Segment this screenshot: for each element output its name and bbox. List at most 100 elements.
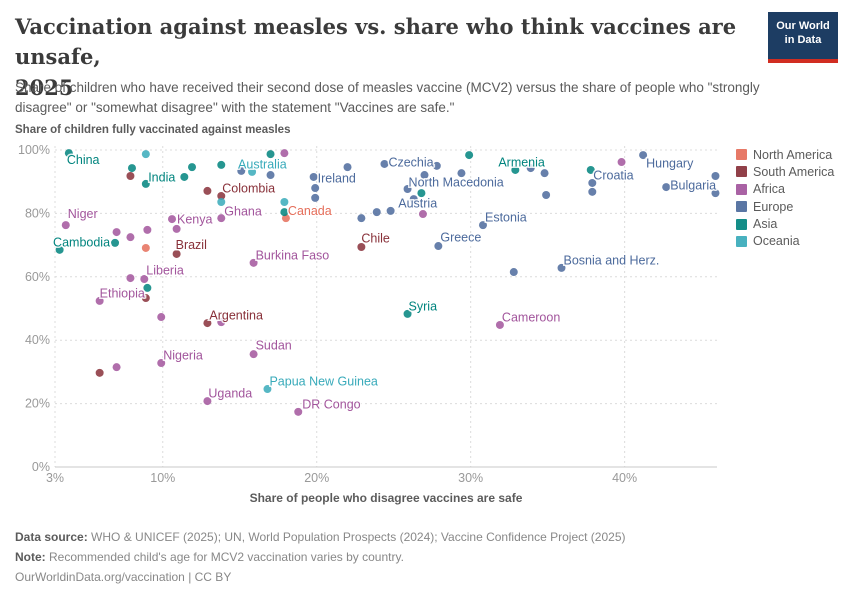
data-point[interactable] bbox=[143, 283, 152, 292]
country-label[interactable]: Kenya bbox=[176, 211, 214, 228]
country-label[interactable]: Hungary bbox=[645, 155, 696, 172]
country-label[interactable]: Ethiopia bbox=[98, 285, 146, 302]
data-point-cambodia[interactable] bbox=[111, 238, 120, 247]
data-point-liberia[interactable] bbox=[140, 275, 149, 284]
country-label[interactable]: Burkina Faso bbox=[254, 247, 331, 264]
country-label[interactable]: Syria bbox=[407, 298, 439, 315]
country-label[interactable]: Bosnia and Herz. bbox=[562, 252, 661, 269]
data-point-kenya[interactable] bbox=[168, 215, 177, 224]
data-point[interactable] bbox=[432, 161, 441, 170]
data-point[interactable] bbox=[266, 171, 275, 180]
data-point[interactable] bbox=[586, 165, 595, 174]
data-point[interactable] bbox=[311, 184, 320, 193]
data-point[interactable] bbox=[112, 228, 121, 237]
data-point-greece[interactable] bbox=[434, 242, 443, 251]
data-point[interactable] bbox=[526, 164, 535, 173]
data-point-chile[interactable] bbox=[357, 243, 366, 252]
data-point[interactable] bbox=[141, 243, 150, 252]
country-label[interactable]: Chile bbox=[360, 230, 392, 247]
data-point[interactable] bbox=[509, 268, 518, 277]
data-point[interactable] bbox=[711, 171, 720, 180]
data-point[interactable] bbox=[386, 206, 395, 215]
data-point-brazil[interactable] bbox=[172, 249, 181, 258]
country-label[interactable]: Liberia bbox=[145, 262, 186, 279]
data-point[interactable] bbox=[203, 186, 212, 195]
country-label[interactable]: Greece bbox=[439, 229, 483, 246]
country-label[interactable]: Estonia bbox=[483, 209, 528, 226]
data-point[interactable] bbox=[112, 363, 121, 372]
legend-item-north-america[interactable]: North America bbox=[736, 146, 834, 163]
country-label[interactable]: Australia bbox=[237, 156, 289, 173]
data-point-argentina[interactable] bbox=[203, 319, 212, 328]
data-point[interactable] bbox=[55, 245, 64, 254]
data-point-estonia[interactable] bbox=[478, 221, 487, 230]
license-line[interactable]: OurWorldinData.org/vaccination | CC BY bbox=[15, 570, 232, 584]
data-point-australia[interactable] bbox=[248, 167, 257, 176]
data-point[interactable] bbox=[237, 166, 246, 175]
data-point-sudan[interactable] bbox=[249, 350, 258, 359]
country-label[interactable]: Niger bbox=[66, 206, 99, 223]
data-point[interactable] bbox=[588, 187, 597, 196]
country-label[interactable]: Czechia bbox=[387, 154, 435, 171]
country-label[interactable]: Sudan bbox=[254, 337, 293, 354]
data-point[interactable] bbox=[542, 191, 551, 200]
data-point[interactable] bbox=[143, 225, 152, 234]
data-point-armenia[interactable] bbox=[511, 165, 520, 174]
country-label[interactable]: India bbox=[147, 169, 177, 186]
data-point-austria[interactable] bbox=[409, 195, 418, 204]
data-point[interactable] bbox=[280, 149, 289, 158]
country-label[interactable]: Croatia bbox=[592, 167, 635, 184]
legend-item-europe[interactable]: Europe bbox=[736, 198, 834, 215]
data-point[interactable] bbox=[141, 294, 150, 303]
data-point-nigeria[interactable] bbox=[157, 359, 166, 368]
data-point[interactable] bbox=[157, 313, 166, 322]
data-point-canada[interactable] bbox=[281, 214, 290, 223]
country-label[interactable]: DR Congo bbox=[301, 396, 362, 413]
data-point-ireland[interactable] bbox=[309, 172, 318, 181]
country-label[interactable]: Armenia bbox=[497, 154, 547, 171]
data-point[interactable] bbox=[280, 197, 289, 206]
data-point[interactable] bbox=[417, 189, 426, 198]
country-label[interactable]: Uganda bbox=[207, 385, 254, 402]
data-point[interactable] bbox=[311, 193, 320, 202]
data-point[interactable] bbox=[420, 171, 429, 180]
data-point[interactable] bbox=[172, 224, 181, 233]
legend-item-asia[interactable]: Asia bbox=[736, 216, 834, 233]
country-label[interactable]: Nigeria bbox=[162, 347, 205, 364]
country-label[interactable]: Canada bbox=[286, 203, 333, 220]
data-point-hungary[interactable] bbox=[639, 151, 648, 160]
data-point-bulgaria[interactable] bbox=[662, 183, 671, 192]
country-label[interactable]: Colombia bbox=[221, 180, 277, 197]
data-point[interactable] bbox=[372, 208, 381, 217]
data-point-syria[interactable] bbox=[403, 309, 412, 318]
data-point-uganda[interactable] bbox=[203, 397, 212, 406]
data-point[interactable] bbox=[357, 214, 366, 223]
legend-item-oceania[interactable]: Oceania bbox=[736, 233, 834, 250]
data-point-bosnia-and-herz-[interactable] bbox=[557, 263, 566, 272]
country-label[interactable]: Ghana bbox=[223, 203, 264, 220]
data-point[interactable] bbox=[465, 151, 474, 160]
data-point-cameroon[interactable] bbox=[495, 320, 504, 329]
country-label[interactable]: Brazil bbox=[174, 236, 208, 253]
data-point[interactable] bbox=[141, 179, 150, 188]
country-label[interactable]: Ireland bbox=[316, 170, 357, 187]
data-point-czechia[interactable] bbox=[380, 159, 389, 168]
data-point-india[interactable] bbox=[180, 172, 189, 181]
data-point[interactable] bbox=[540, 169, 549, 178]
data-point-croatia[interactable] bbox=[588, 178, 597, 187]
data-point[interactable] bbox=[126, 233, 135, 242]
data-point[interactable] bbox=[418, 210, 427, 219]
data-point[interactable] bbox=[217, 197, 226, 206]
data-point-papua-new-guinea[interactable] bbox=[263, 385, 272, 394]
data-point-colombia[interactable] bbox=[217, 191, 226, 200]
data-point-dr-congo[interactable] bbox=[294, 407, 303, 416]
legend-item-south-america[interactable]: South America bbox=[736, 163, 834, 180]
data-point-ghana[interactable] bbox=[217, 214, 226, 223]
country-label[interactable]: Argentina bbox=[208, 307, 265, 324]
data-point[interactable] bbox=[126, 274, 135, 283]
data-point[interactable] bbox=[188, 163, 197, 172]
data-point[interactable] bbox=[217, 318, 226, 327]
data-point[interactable] bbox=[343, 163, 352, 172]
country-label[interactable]: Bulgaria bbox=[669, 177, 718, 194]
legend-item-africa[interactable]: Africa bbox=[736, 181, 834, 198]
